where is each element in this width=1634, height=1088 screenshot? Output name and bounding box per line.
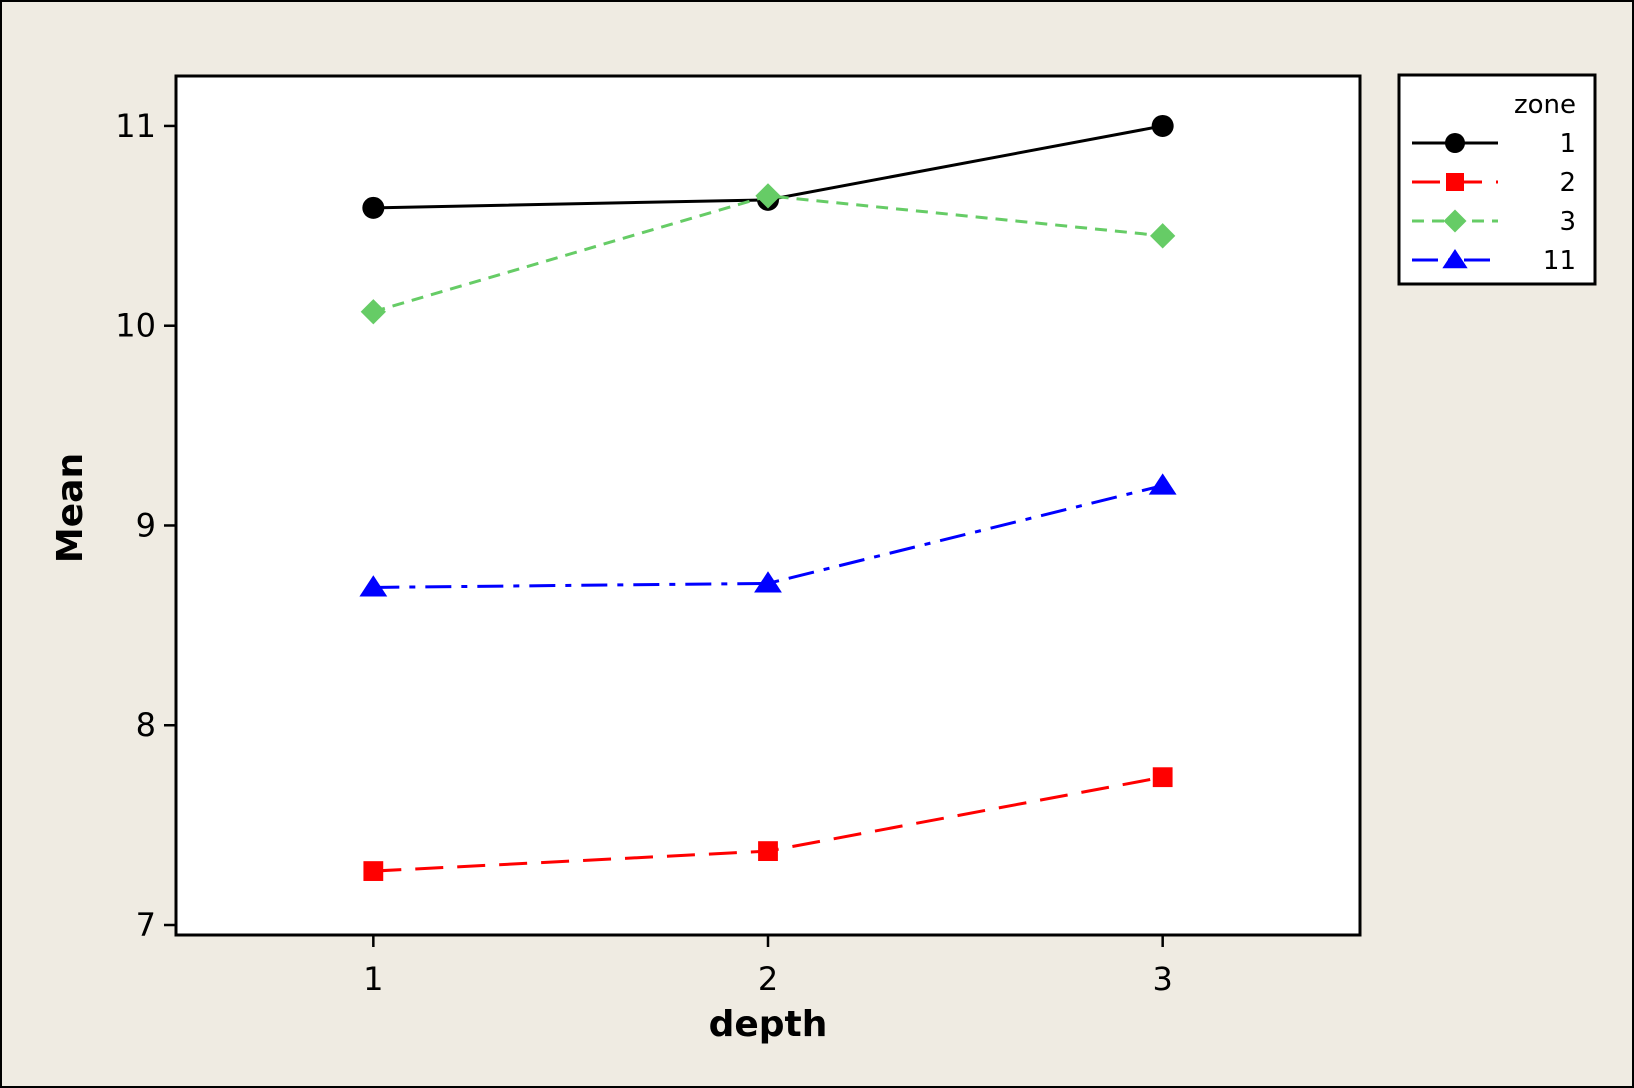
y-tick-label: 10 bbox=[115, 307, 156, 345]
legend-label: 11 bbox=[1543, 246, 1576, 276]
data-point bbox=[755, 183, 781, 209]
y-axis-title: Mean bbox=[50, 453, 91, 563]
legend-title: zone bbox=[1514, 90, 1576, 120]
data-point bbox=[754, 571, 782, 593]
series-2 bbox=[363, 767, 1173, 881]
data-point bbox=[1151, 114, 1174, 137]
data-point bbox=[362, 196, 385, 219]
data-point bbox=[359, 575, 388, 597]
plot-area bbox=[174, 74, 1362, 937]
x-tick-label: 3 bbox=[1152, 960, 1172, 998]
data-point bbox=[363, 861, 384, 881]
x-tick-label: 1 bbox=[363, 960, 383, 998]
x-axis-title: depth bbox=[709, 1004, 828, 1045]
y-tick-label: 8 bbox=[136, 706, 156, 744]
legend: zone 1 2 3 11 bbox=[1397, 73, 1597, 286]
series-line bbox=[373, 484, 1164, 589]
legend-label: 2 bbox=[1559, 168, 1576, 198]
data-point bbox=[1152, 767, 1173, 788]
data-point bbox=[1148, 473, 1177, 495]
series-11 bbox=[359, 473, 1177, 597]
legend-marker bbox=[1446, 173, 1464, 191]
x-tick-label: 2 bbox=[758, 960, 778, 998]
series-3 bbox=[360, 183, 1176, 325]
y-tick-label: 11 bbox=[115, 107, 156, 145]
data-point bbox=[360, 299, 386, 325]
legend-marker bbox=[1445, 133, 1465, 153]
y-tick-label: 7 bbox=[136, 906, 156, 944]
legend-marker bbox=[1442, 249, 1468, 269]
legend-box bbox=[1397, 73, 1597, 286]
legend-label: 3 bbox=[1559, 207, 1576, 237]
data-point bbox=[758, 841, 778, 861]
legend-marker bbox=[1443, 209, 1467, 233]
data-point bbox=[1150, 223, 1176, 249]
legend-label: 1 bbox=[1559, 129, 1576, 159]
legend-entry: 1 bbox=[1412, 129, 1576, 159]
y-tick-label: 9 bbox=[136, 506, 156, 544]
legend-entry: 3 bbox=[1412, 207, 1576, 237]
series-layer bbox=[359, 114, 1177, 881]
legend-entry: 2 bbox=[1412, 168, 1576, 198]
legend-entry: 11 bbox=[1412, 246, 1576, 276]
